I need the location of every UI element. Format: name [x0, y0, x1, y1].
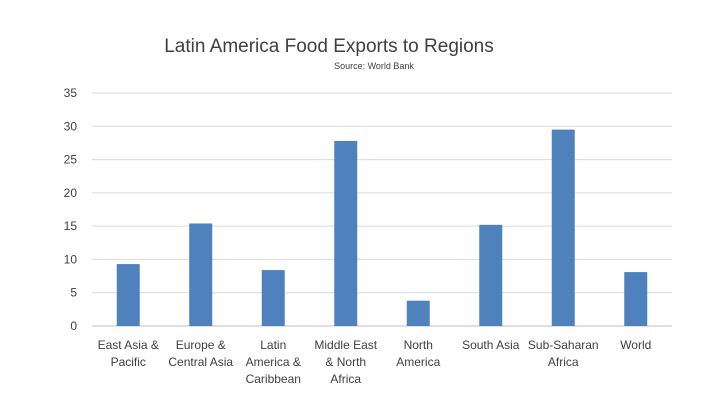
bar: [479, 224, 503, 326]
x-category-label: Middle East & North Africa: [314, 338, 377, 386]
y-tick-label: 25: [64, 153, 78, 167]
bar: [406, 300, 430, 326]
x-category-label-line: Pacific: [111, 355, 146, 369]
x-category-label: South Asia: [462, 338, 520, 352]
x-category-label-line: & North: [325, 355, 366, 369]
x-category-label-line: Africa: [330, 372, 361, 386]
x-axis-labels: East Asia & Pacific Europe & Central Asia La…: [98, 338, 652, 386]
x-category-label: Sub-Saharan Africa: [528, 338, 599, 369]
y-tick-label: 20: [64, 186, 78, 200]
y-tick-label: 35: [64, 86, 78, 100]
bars: [116, 129, 648, 326]
x-category-label-line: Caribbean: [246, 372, 301, 386]
bar: [334, 140, 358, 326]
bar: [624, 272, 648, 326]
y-tick-label: 0: [70, 319, 77, 333]
x-category-label-line: Central Asia: [168, 355, 233, 369]
y-tick-label: 15: [64, 219, 78, 233]
chart-subtitle: Source: World Bank: [334, 61, 414, 71]
bar: [551, 129, 575, 326]
x-category-label: North America: [396, 338, 440, 369]
x-category-label-line: America &: [246, 355, 301, 369]
x-category-label: World: [620, 338, 651, 352]
bar: [261, 270, 285, 326]
bar: [116, 264, 140, 326]
chart-title: Latin America Food Exports to Regions: [164, 36, 494, 57]
x-category-label-line: South Asia: [462, 338, 520, 352]
x-category-label-line: North: [404, 338, 433, 352]
y-tick-label: 10: [64, 252, 78, 266]
y-tick-label: 30: [64, 119, 78, 133]
gridlines: [92, 92, 672, 327]
x-category-label-line: Sub-Saharan: [528, 338, 599, 352]
x-category-label-line: Europe &: [176, 338, 226, 352]
x-category-label: Europe & Central Asia: [168, 338, 233, 369]
x-category-label-line: Latin: [260, 338, 286, 352]
x-category-label: Latin America & Caribbean: [246, 338, 301, 386]
x-category-label-line: America: [396, 355, 440, 369]
x-category-label-line: East Asia &: [98, 338, 159, 352]
bar: [189, 223, 213, 326]
y-axis-ticks: 0 5 10 15 20 25 30 35: [64, 86, 78, 333]
x-category-label-line: World: [620, 338, 651, 352]
x-category-label: East Asia & Pacific: [98, 338, 159, 369]
x-category-label-line: Middle East: [314, 338, 377, 352]
y-tick-label: 5: [70, 286, 77, 300]
x-category-label-line: Africa: [548, 355, 579, 369]
